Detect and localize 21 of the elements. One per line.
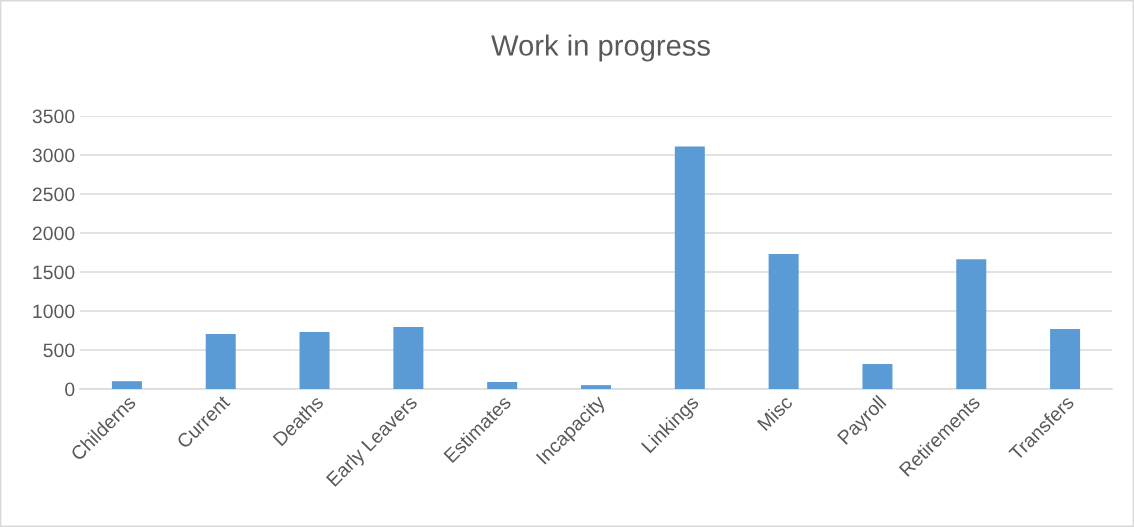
y-tick-label: 1500 [33,265,75,280]
y-tick-label: 500 [43,343,75,358]
bar [768,254,799,389]
bar [393,326,424,389]
y-tick-label: 3500 [32,109,75,124]
bar [205,334,236,389]
bar [1050,328,1081,389]
bar [580,385,612,389]
y-tick-label: 3000 [32,148,75,163]
y-tick-label: 2500 [32,187,75,202]
x-tick-label: Misc [756,394,794,432]
bar [111,381,142,389]
bar [862,364,893,389]
bar [299,332,330,389]
bar [956,259,987,389]
bar [487,381,518,389]
y-tick-label: 2000 [32,226,75,241]
bar [674,146,705,389]
y-tick-label: 0 [65,382,75,397]
chart-title: Work in progress [491,34,710,62]
y-tick-label: 1000 [33,304,75,319]
